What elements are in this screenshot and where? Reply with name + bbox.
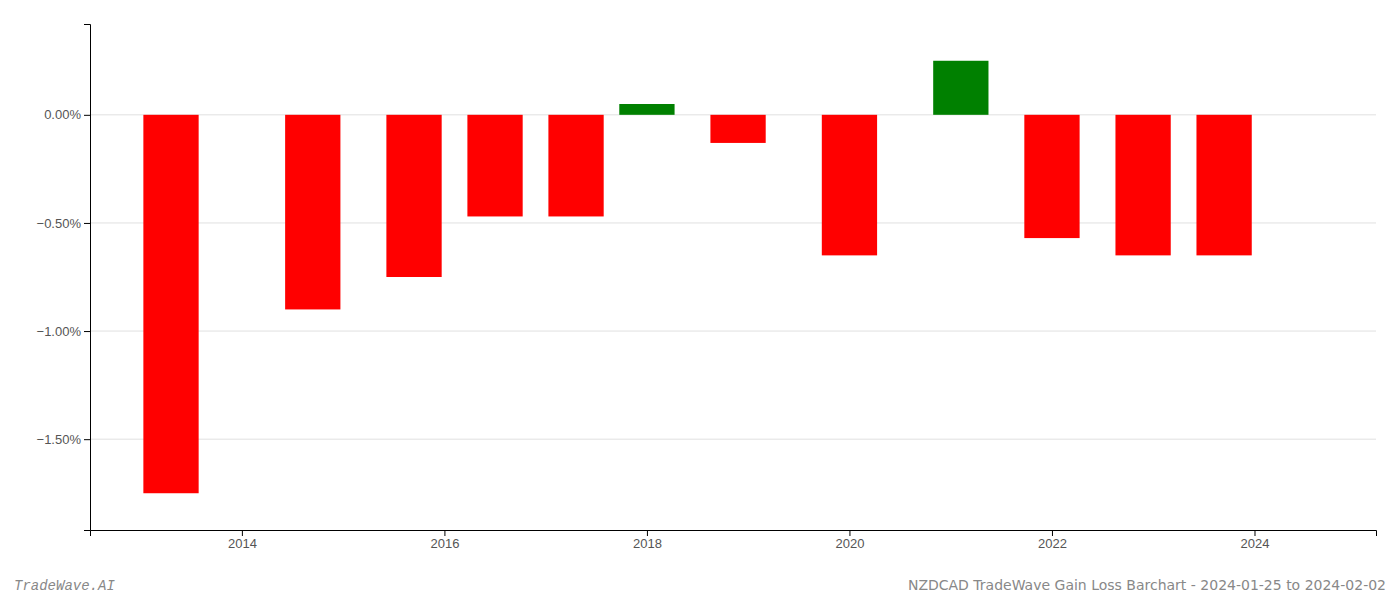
footer-left: TradeWave.AI (14, 578, 115, 594)
bar (619, 104, 674, 115)
y-axis: 0.00% −0.50% −1.00% −1.50% (37, 25, 91, 531)
y-tick: −1.00% (37, 324, 90, 339)
grid-line (90, 222, 1376, 223)
y-tick-mark (84, 115, 90, 116)
x-tick-mark (444, 530, 445, 536)
bar (467, 115, 522, 217)
bar (1024, 115, 1079, 238)
y-tick: 0.00% (44, 107, 90, 122)
y-tick-mark (84, 223, 90, 224)
y-axis-line (84, 25, 91, 531)
x-tick-label: 2016 (430, 536, 459, 551)
bar (1196, 115, 1251, 256)
x-tick: 2014 (228, 530, 257, 551)
bar (822, 115, 877, 256)
x-tick: 2016 (430, 530, 459, 551)
y-tick: −0.50% (37, 216, 90, 231)
x-tick: 2018 (633, 530, 662, 551)
x-tick-mark (242, 530, 243, 536)
x-tick-label: 2024 (1241, 536, 1270, 551)
bar (1115, 115, 1170, 256)
bar (710, 115, 765, 143)
x-axis-line (91, 531, 1377, 537)
x-tick-label: 2022 (1038, 536, 1067, 551)
x-tick-mark (1052, 530, 1053, 536)
grid-line (90, 331, 1376, 332)
x-tick: 2024 (1241, 530, 1270, 551)
grid-line (90, 439, 1376, 440)
footer-right: NZDCAD TradeWave Gain Loss Barchart - 20… (908, 577, 1386, 593)
y-tick-label: 0.00% (44, 107, 81, 122)
bar (143, 115, 198, 493)
bar (548, 115, 603, 217)
x-tick-mark (849, 530, 850, 536)
y-tick: −1.50% (37, 432, 90, 447)
bars (143, 61, 1251, 493)
y-tick-label: −1.50% (37, 432, 82, 447)
x-tick-mark (647, 530, 648, 536)
y-tick-mark (84, 439, 90, 440)
bar (933, 61, 988, 115)
bar (386, 115, 441, 277)
chart: 2014 2016 2018 2020 2022 2024 0.00% −0.50% −1.00… (0, 0, 1400, 600)
x-tick-mark (1254, 530, 1255, 536)
grid (90, 115, 1376, 439)
bar (285, 115, 340, 310)
x-tick: 2022 (1038, 530, 1067, 551)
x-tick-label: 2014 (228, 536, 257, 551)
x-tick-label: 2018 (633, 536, 662, 551)
y-tick-label: −1.00% (37, 324, 82, 339)
x-tick-label: 2020 (835, 536, 864, 551)
plot: 2014 2016 2018 2020 2022 2024 0.00% −0.50% −1.00… (37, 25, 1377, 552)
x-tick: 2020 (835, 530, 864, 551)
y-tick-mark (84, 331, 90, 332)
y-tick-label: −0.50% (37, 216, 82, 231)
x-axis: 2014 2016 2018 2020 2022 2024 (91, 530, 1377, 551)
